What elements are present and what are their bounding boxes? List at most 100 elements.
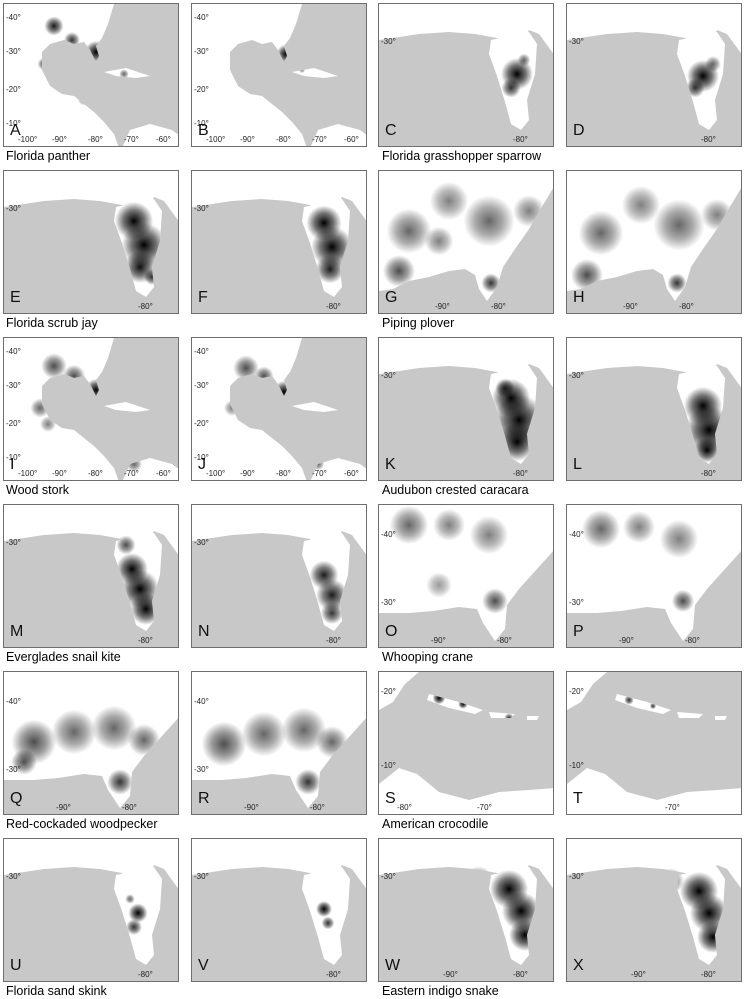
occurrence-hotspot [315,254,345,284]
map-graphic [192,505,366,647]
map-graphic [4,338,178,480]
longitude-tick: -80° [513,970,528,979]
longitude-tick: -80° [326,970,341,979]
latitude-tick: -30° [194,204,209,213]
map-panel-d: -80° -30° D [566,3,742,147]
land-area [310,458,366,480]
longitude-tick: -60° [156,135,171,144]
occurrence-hotspot [119,69,129,79]
occurrence-hotspot [694,437,720,463]
occurrence-hotspot [433,509,465,541]
occurrence-hotspot [125,894,135,904]
land-area [4,338,119,480]
latitude-tick: -10° [6,453,21,462]
occurrence-hotspot [107,769,133,795]
longitude-tick: -80° [701,970,716,979]
longitude-tick: -90° [52,135,67,144]
longitude-tick: -80° [138,636,153,645]
latitude-tick: -30° [381,37,396,46]
occurrence-hotspot [482,588,508,614]
longitude-tick: -70° [124,135,139,144]
panel-letter: Q [10,790,23,807]
longitude-tick: -90° [244,803,259,812]
occurrence-hotspot [469,515,509,555]
latitude-tick: -30° [569,37,584,46]
latitude-tick: -20° [194,85,209,94]
latitude-tick: -30° [194,765,209,774]
occurrence-hotspot [316,579,348,611]
latitude-tick: -30° [6,872,21,881]
map-panel-k: -80° -30° K [378,337,554,481]
species-caption: Florida sand skink [6,984,107,998]
longitude-tick: -80° [88,469,103,478]
occurrence-hotspot [126,919,142,935]
panel-letter: S [385,790,396,807]
occurrence-hotspot [91,705,137,751]
panel-letter: F [198,289,208,306]
longitude-tick: -80° [138,302,153,311]
land-area [104,402,150,412]
occurrence-hotspot [481,273,501,293]
species-caption: Florida scrub jay [6,316,98,330]
latitude-tick: -30° [569,598,584,607]
map-graphic [379,672,553,814]
occurrence-hotspot [128,903,148,923]
longitude-tick: -80° [122,803,137,812]
panel-letter: G [385,289,398,306]
map-panel-n: -80° -30° N [191,504,367,648]
occurrence-hotspot [424,226,454,256]
map-panel-o: -90° -80° -40° -30° O [378,504,554,648]
map-panel-v: -80° -30° V [191,838,367,982]
map-panel-u: -80° -30° U [3,838,179,982]
species-caption: Whooping crane [382,650,474,664]
occurrence-hotspot [495,378,515,398]
longitude-tick: -100° [18,135,38,144]
latitude-tick: -40° [194,13,209,22]
map-panel-q: -90° -80° -40° -30° Q [3,671,179,815]
panel-letter: O [385,623,398,640]
latitude-tick: -30° [194,381,209,390]
map-graphic [192,338,366,480]
map-graphic [567,839,741,981]
occurrence-hotspot [578,210,624,256]
map-panel-c: -80° -30° C [378,3,554,147]
occurrence-hotspot [321,916,335,930]
occurrence-hotspot [316,901,332,917]
panel-letter: R [198,790,210,807]
map-graphic [192,4,366,146]
occurrence-hotspot [11,749,37,775]
longitude-tick: -90° [431,636,446,645]
species-caption: Florida panther [6,149,91,163]
longitude-tick: -90° [623,302,638,311]
latitude-tick: -30° [6,47,21,56]
longitude-tick: -80° [276,469,291,478]
longitude-tick: -90° [443,970,458,979]
map-graphic [379,338,553,480]
occurrence-hotspot [389,505,429,545]
longitude-tick: -90° [240,135,255,144]
land-area [567,672,607,710]
panel-letter: X [573,957,584,974]
longitude-tick: -80° [326,302,341,311]
panel-letter: U [10,957,22,974]
land-area [192,338,307,480]
longitude-tick: -90° [435,302,450,311]
longitude-tick: -100° [206,135,226,144]
map-graphic [567,505,741,647]
latitude-tick: -40° [6,347,21,356]
longitude-tick: -80° [88,135,103,144]
panel-letter: H [573,289,585,306]
longitude-tick: -80° [310,803,325,812]
map-panel-r: -90° -80° -40° -30° R [191,671,367,815]
occurrence-hotspot [517,53,531,67]
longitude-tick: -90° [56,803,71,812]
latitude-tick: -30° [6,765,21,774]
latitude-tick: -10° [6,119,21,128]
latitude-tick: -30° [569,371,584,380]
map-graphic [192,839,366,981]
map-graphic [192,171,366,313]
occurrence-hotspot [281,707,327,753]
map-graphic [379,4,553,146]
panel-letter: D [573,122,585,139]
occurrence-hotspot [295,769,321,795]
